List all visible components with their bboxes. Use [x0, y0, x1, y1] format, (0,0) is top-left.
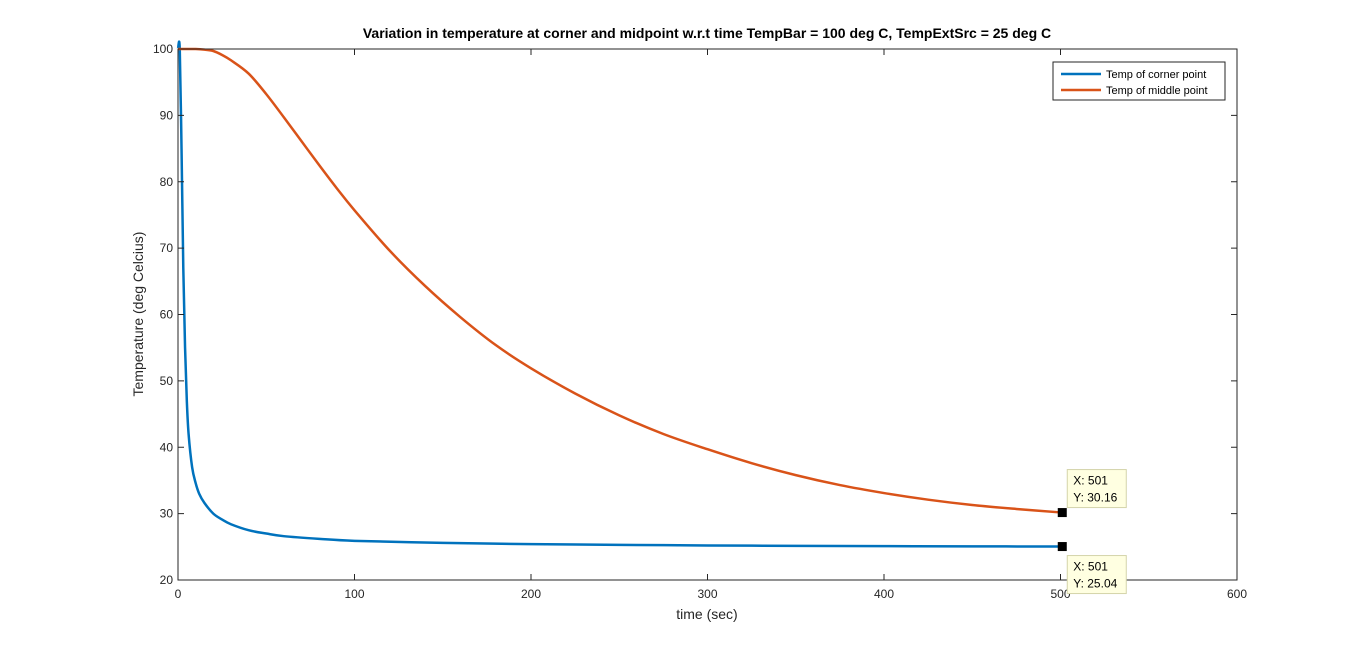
legend-label-middle: Temp of middle point: [1106, 85, 1208, 97]
x-tick-label: 200: [521, 587, 541, 601]
datatip[interactable]: X: 501 Y: 25.04: [1057, 542, 1127, 595]
chart-title: Variation in temperature at corner and m…: [363, 25, 1051, 41]
datatip-marker[interactable]: [1057, 542, 1067, 552]
y-tick-label: 80: [160, 175, 174, 189]
series-line-middle: [178, 47, 1063, 514]
y-tick-label: 60: [160, 308, 174, 322]
y-tick-label: 100: [153, 42, 173, 56]
y-tick-label: 40: [160, 440, 174, 454]
x-tick-label: 300: [697, 587, 717, 601]
y-tick-label: 90: [160, 108, 174, 122]
x-axis-label: time (sec): [676, 606, 737, 622]
datatip-box: [1066, 555, 1127, 595]
plot-area: [178, 49, 1237, 580]
series-line-corner: [176, 40, 1063, 548]
y-axis-label: Temperature (deg Celcius): [130, 232, 146, 397]
y-tick-label: 70: [160, 241, 174, 255]
y-tick-label: 50: [160, 374, 174, 388]
x-tick-label: 600: [1227, 587, 1247, 601]
legend-label-corner: Temp of corner point: [1106, 69, 1206, 81]
x-tick-label: 500: [1050, 587, 1070, 601]
y-tick-label: 20: [160, 573, 174, 587]
datatip-x-label: X: 501: [1073, 474, 1108, 488]
datatip-marker[interactable]: [1057, 508, 1067, 518]
datatip[interactable]: X: 501 Y: 30.16: [1057, 469, 1127, 518]
legend[interactable]: Temp of corner point Temp of middle poin…: [1052, 61, 1226, 101]
datatip-y-label: Y: 25.04: [1073, 577, 1117, 591]
x-tick-label: 100: [344, 587, 364, 601]
x-tick-label: 400: [874, 587, 894, 601]
datatip-y-label: Y: 30.16: [1073, 491, 1117, 505]
x-tick-label: 0: [175, 587, 182, 601]
datatip-x-label: X: 501: [1073, 560, 1108, 574]
y-tick-label: 30: [160, 507, 174, 521]
datatip-box: [1066, 469, 1127, 509]
legend-box: [1052, 61, 1226, 101]
